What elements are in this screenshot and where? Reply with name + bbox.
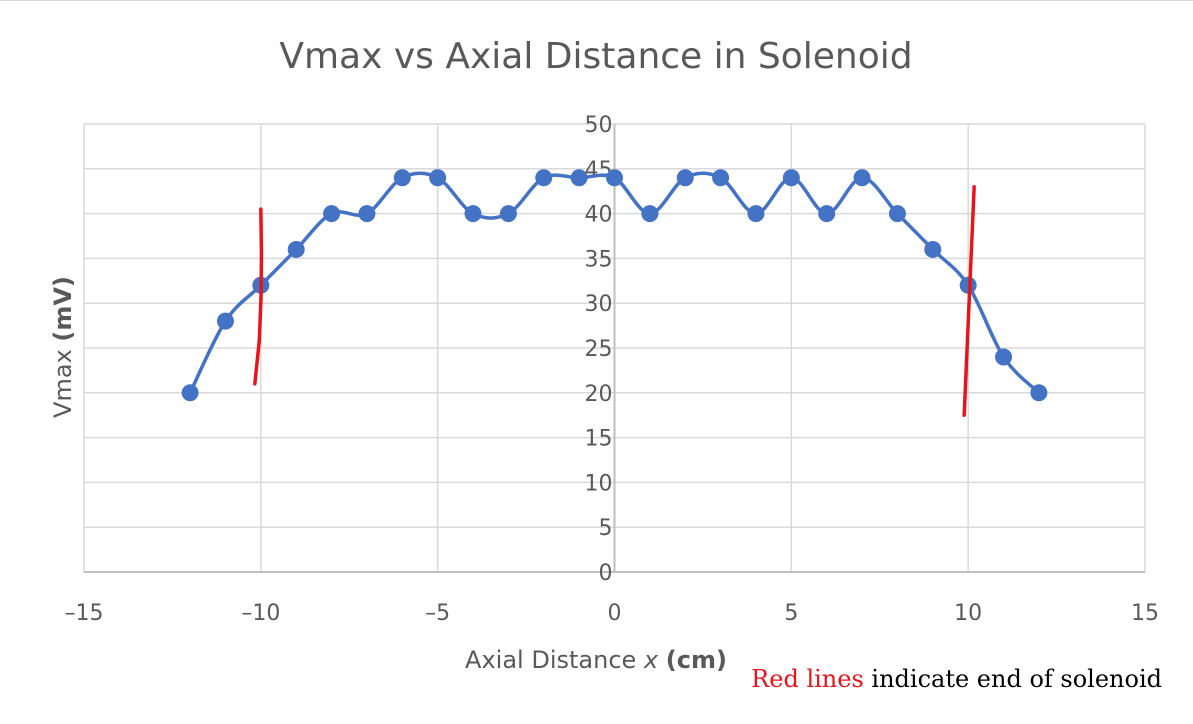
- red-marker-line: [253, 207, 264, 386]
- chart-title: Vmax vs Axial Distance in Solenoid: [279, 36, 912, 77]
- data-point: [181, 384, 199, 402]
- x-tick-label: 5: [784, 601, 798, 626]
- annotation-rest: indicate end of solenoid: [864, 665, 1162, 693]
- data-point: [535, 169, 553, 187]
- data-point: [995, 348, 1013, 366]
- y-tick-label: 20: [585, 382, 613, 407]
- data-point: [641, 205, 659, 223]
- y-tick-label: 10: [585, 471, 613, 496]
- data-point: [853, 169, 871, 187]
- data-point: [747, 205, 765, 223]
- x-axis-title-unit: (cm): [666, 646, 727, 674]
- x-tick-label: –10: [241, 601, 280, 626]
- data-point: [464, 205, 482, 223]
- data-point: [287, 240, 305, 258]
- data-point: [358, 205, 376, 223]
- x-tick-label: 0: [608, 601, 622, 626]
- y-tick-label: 0: [599, 561, 613, 586]
- data-point: [782, 169, 800, 187]
- x-tick-labels: –15 –10 –5 0 5 10 15: [65, 601, 1160, 626]
- x-tick-label: –15: [65, 601, 104, 626]
- y-axis-title-unit: (mV): [49, 276, 77, 342]
- data-point: [924, 240, 942, 258]
- red-marker-line: [962, 184, 976, 417]
- data-point: [676, 169, 694, 187]
- data-point: [712, 169, 730, 187]
- x-tick-label: –5: [425, 601, 450, 626]
- y-tick-label: 35: [585, 247, 613, 272]
- data-point: [429, 169, 447, 187]
- data-point: [818, 205, 836, 223]
- x-axis-title-prefix: Axial Distance: [465, 646, 644, 674]
- x-axis-title-variable: x: [643, 646, 659, 674]
- data-point: [216, 312, 234, 330]
- y-tick-label: 30: [585, 292, 613, 317]
- x-tick-label: 15: [1131, 601, 1159, 626]
- data-point: [888, 205, 906, 223]
- data-point: [570, 169, 588, 187]
- y-axis-title: Vmax (mV): [49, 276, 77, 418]
- data-point: [393, 169, 411, 187]
- red-markers: [253, 184, 976, 417]
- y-axis-title-prefix: Vmax: [49, 342, 77, 418]
- annotation-highlight: Red lines: [751, 665, 864, 693]
- series-layer: [181, 169, 1048, 402]
- y-tick-label: 25: [585, 337, 613, 362]
- data-point: [323, 205, 341, 223]
- y-tick-label: 5: [599, 516, 613, 541]
- y-tick-label: 15: [585, 427, 613, 452]
- axes: [84, 124, 1145, 573]
- data-point: [1030, 384, 1048, 402]
- x-tick-label: 10: [954, 601, 982, 626]
- x-axis-title: Axial Distance x (cm): [465, 646, 727, 674]
- annotation-note: Red lines indicate end of solenoid: [751, 665, 1162, 693]
- y-tick-label: 40: [585, 203, 613, 228]
- data-point: [499, 205, 517, 223]
- data-point: [606, 169, 623, 187]
- y-tick-label: 50: [585, 113, 613, 138]
- x-axis-title-space: [658, 646, 666, 674]
